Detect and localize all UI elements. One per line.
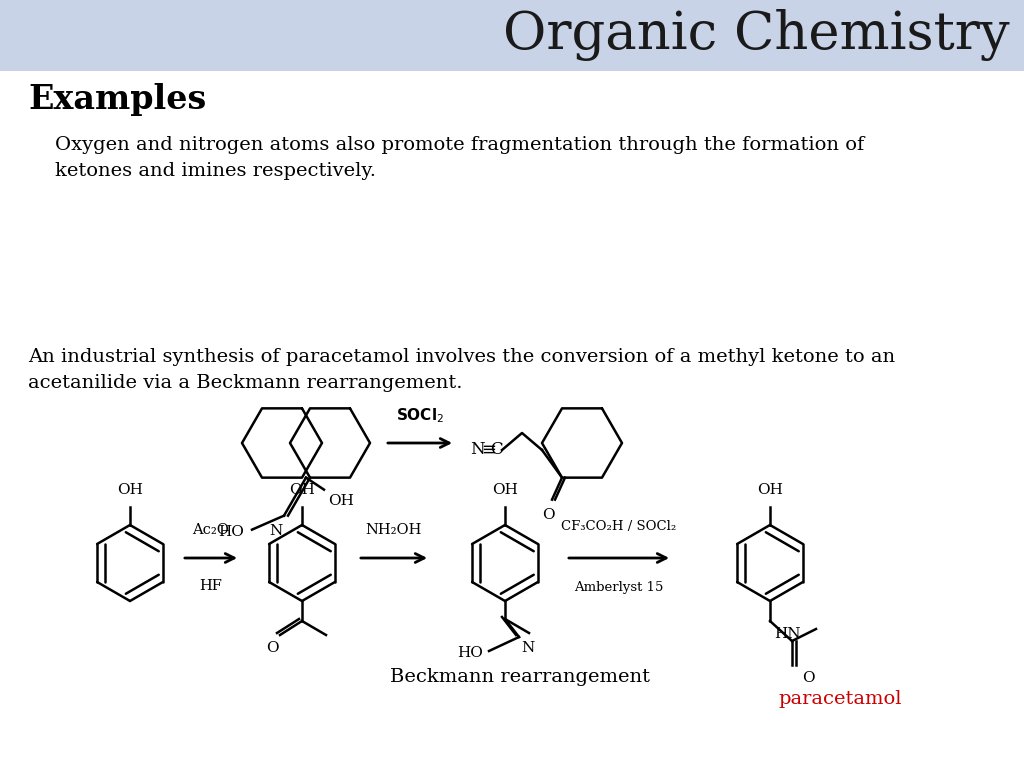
Text: CF₃CO₂H / SOCl₂: CF₃CO₂H / SOCl₂	[561, 520, 677, 533]
Text: O: O	[802, 671, 815, 685]
Text: N: N	[470, 442, 484, 458]
Text: C: C	[490, 442, 503, 458]
Text: OH: OH	[289, 483, 315, 497]
Text: NH₂OH: NH₂OH	[366, 523, 422, 537]
Text: HO: HO	[457, 646, 483, 660]
Text: paracetamol: paracetamol	[778, 690, 902, 708]
Text: OH: OH	[757, 483, 783, 497]
Text: OH: OH	[117, 483, 143, 497]
Text: Amberlyst 15: Amberlyst 15	[574, 581, 664, 594]
Text: SOCl$_2$: SOCl$_2$	[396, 406, 444, 425]
Text: N: N	[521, 641, 535, 655]
Text: Ac₂O: Ac₂O	[193, 523, 229, 537]
Text: Examples: Examples	[28, 83, 206, 116]
Text: O: O	[542, 508, 554, 521]
Text: N: N	[269, 524, 283, 538]
Text: O: O	[265, 641, 279, 655]
Text: HO: HO	[218, 525, 244, 538]
Text: ≡: ≡	[481, 441, 496, 459]
Text: An industrial synthesis of paracetamol involves the conversion of a methyl keton: An industrial synthesis of paracetamol i…	[28, 348, 895, 392]
Text: Beckmann rearrangement: Beckmann rearrangement	[390, 668, 650, 686]
Text: Oxygen and nitrogen atoms also promote fragmentation through the formation of
ke: Oxygen and nitrogen atoms also promote f…	[55, 136, 864, 180]
Text: HN: HN	[774, 627, 801, 641]
Bar	[0, 0, 1024, 71]
Text: Organic Chemistry: Organic Chemistry	[504, 9, 1010, 61]
Text: HF: HF	[200, 579, 222, 593]
Text: OH: OH	[328, 494, 354, 508]
Text: OH: OH	[493, 483, 518, 497]
